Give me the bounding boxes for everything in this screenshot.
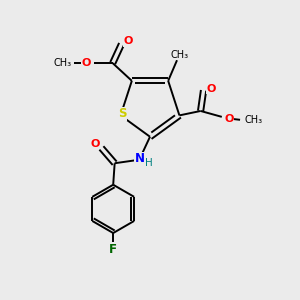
Text: O: O xyxy=(123,36,133,46)
Text: O: O xyxy=(82,58,91,68)
Text: S: S xyxy=(118,107,126,120)
Text: O: O xyxy=(224,114,233,124)
Text: CH₃: CH₃ xyxy=(244,116,262,125)
Text: O: O xyxy=(206,84,216,94)
Text: H: H xyxy=(145,158,153,168)
Text: N: N xyxy=(135,152,145,165)
Text: CH₃: CH₃ xyxy=(53,58,71,68)
Text: F: F xyxy=(109,243,117,256)
Text: O: O xyxy=(91,139,100,148)
Text: CH₃: CH₃ xyxy=(170,50,188,60)
